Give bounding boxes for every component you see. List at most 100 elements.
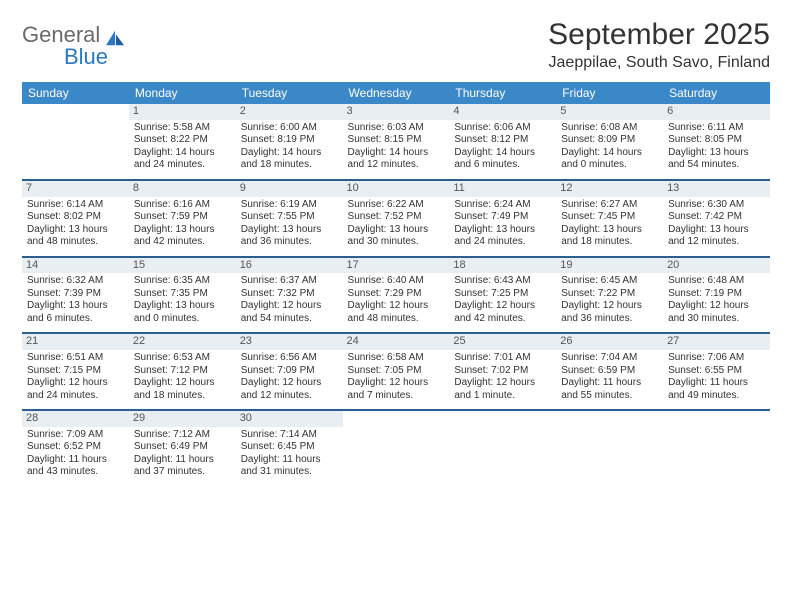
calendar-cell: 12Sunrise: 6:27 AMSunset: 7:45 PMDayligh… <box>556 180 663 257</box>
weekday-header: Thursday <box>449 82 556 104</box>
daylight-text: Daylight: 13 hours <box>241 224 338 237</box>
daylight-text: and 12 minutes. <box>241 390 338 403</box>
daylight-text: Daylight: 13 hours <box>668 224 765 237</box>
daylight-text: and 42 minutes. <box>134 236 231 249</box>
sunset-text: Sunset: 7:22 PM <box>561 288 658 301</box>
calendar-week-row: 1 Sunrise: 5:58 AMSunset: 8:22 PM Daylight… <box>22 104 770 180</box>
calendar-cell: 17Sunrise: 6:40 AMSunset: 7:29 PMDayligh… <box>343 257 450 334</box>
daylight-text: Daylight: 13 hours <box>27 300 124 313</box>
daylight-text: and 1 minute. <box>454 390 551 403</box>
calendar-cell: 22Sunrise: 6:53 AMSunset: 7:12 PMDayligh… <box>129 333 236 410</box>
calendar-table: Sunday Monday Tuesday Wednesday Thursday… <box>22 82 770 486</box>
calendar-cell: 9Sunrise: 6:19 AMSunset: 7:55 PMDaylight… <box>236 180 343 257</box>
daylight-text: Daylight: 12 hours <box>454 300 551 313</box>
sunrise-text: Sunrise: 5:58 AM <box>134 122 231 135</box>
daylight-text: Daylight: 12 hours <box>454 377 551 390</box>
weekday-header: Sunday <box>22 82 129 104</box>
calendar-cell: 21Sunrise: 6:51 AMSunset: 7:15 PMDayligh… <box>22 333 129 410</box>
calendar-cell: 16Sunrise: 6:37 AMSunset: 7:32 PMDayligh… <box>236 257 343 334</box>
calendar-week-row: 7Sunrise: 6:14 AMSunset: 8:02 PMDaylight… <box>22 180 770 257</box>
calendar-cell: 10Sunrise: 6:22 AMSunset: 7:52 PMDayligh… <box>343 180 450 257</box>
daylight-text: and 0 minutes. <box>134 313 231 326</box>
daylight-text: and 6 minutes. <box>27 313 124 326</box>
calendar-cell: 14Sunrise: 6:32 AMSunset: 7:39 PMDayligh… <box>22 257 129 334</box>
daylight-text: and 48 minutes. <box>348 313 445 326</box>
day-number: 3 <box>343 104 450 120</box>
sunset-text: Sunset: 8:19 PM <box>241 134 338 147</box>
title-block: September 2025 Jaeppilae, South Savo, Fi… <box>548 18 770 72</box>
sunset-text: Sunset: 7:49 PM <box>454 211 551 224</box>
sunrise-text: Sunrise: 6:51 AM <box>27 352 124 365</box>
daylight-text: Daylight: 13 hours <box>134 300 231 313</box>
daylight-text: Daylight: 11 hours <box>241 454 338 467</box>
daylight-text: and 18 minutes. <box>561 236 658 249</box>
sunrise-text: Sunrise: 6:32 AM <box>27 275 124 288</box>
day-number: 1 <box>129 104 236 120</box>
sunset-text: Sunset: 6:59 PM <box>561 365 658 378</box>
calendar-cell: 2Sunrise: 6:00 AMSunset: 8:19 PMDaylight… <box>236 104 343 180</box>
day-number: 25 <box>449 334 556 350</box>
calendar-cell: 8Sunrise: 6:16 AMSunset: 7:59 PMDaylight… <box>129 180 236 257</box>
sunset-text: Sunset: 8:15 PM <box>348 134 445 147</box>
calendar-week-row: 14Sunrise: 6:32 AMSunset: 7:39 PMDayligh… <box>22 257 770 334</box>
sunrise-text: Sunrise: 6:11 AM <box>668 122 765 135</box>
page: General Blue September 2025 Jaeppilae, S… <box>0 0 792 504</box>
sunrise-text: Sunrise: 7:06 AM <box>668 352 765 365</box>
sunrise-text: Sunrise: 6:48 AM <box>668 275 765 288</box>
calendar-cell: 20Sunrise: 6:48 AMSunset: 7:19 PMDayligh… <box>663 257 770 334</box>
day-number: 18 <box>449 258 556 274</box>
daylight-text: Daylight: 12 hours <box>241 300 338 313</box>
brand-logo: General Blue <box>22 18 126 70</box>
day-number: 2 <box>236 104 343 120</box>
daylight-text: Daylight: 14 hours <box>454 147 551 160</box>
day-number: 28 <box>22 411 129 427</box>
sunset-text: Sunset: 7:55 PM <box>241 211 338 224</box>
daylight-text: and 54 minutes. <box>668 159 765 172</box>
daylight-text: and 37 minutes. <box>134 466 231 479</box>
daylight-text: and 12 minutes. <box>668 236 765 249</box>
sunrise-text: Sunrise: 7:12 AM <box>134 429 231 442</box>
daylight-text: Daylight: 14 hours <box>561 147 658 160</box>
daylight-text: Daylight: 11 hours <box>134 454 231 467</box>
sunrise-text: Sunrise: 6:45 AM <box>561 275 658 288</box>
sunset-text: Sunset: 7:29 PM <box>348 288 445 301</box>
day-number: 23 <box>236 334 343 350</box>
page-subtitle: Jaeppilae, South Savo, Finland <box>548 54 770 72</box>
calendar-cell: 5Sunrise: 6:08 AMSunset: 8:09 PMDaylight… <box>556 104 663 180</box>
sunset-text: Sunset: 6:45 PM <box>241 441 338 454</box>
brand-word-2: Blue <box>64 44 126 70</box>
sunrise-text: Sunrise: 7:09 AM <box>27 429 124 442</box>
sunset-text: Sunset: 7:05 PM <box>348 365 445 378</box>
daylight-text: Daylight: 13 hours <box>668 147 765 160</box>
calendar-cell: 4Sunrise: 6:06 AMSunset: 8:12 PMDaylight… <box>449 104 556 180</box>
daylight-text: and 42 minutes. <box>454 313 551 326</box>
sunrise-text: Sunrise: 6:24 AM <box>454 199 551 212</box>
sunset-text: Sunset: 8:22 PM <box>134 134 231 147</box>
daylight-text: and 54 minutes. <box>241 313 338 326</box>
calendar-cell: 26Sunrise: 7:04 AMSunset: 6:59 PMDayligh… <box>556 333 663 410</box>
daylight-text: Daylight: 12 hours <box>348 300 445 313</box>
daylight-text: Daylight: 13 hours <box>134 224 231 237</box>
header: General Blue September 2025 Jaeppilae, S… <box>22 18 770 72</box>
sunrise-text: Sunrise: 6:37 AM <box>241 275 338 288</box>
daylight-text: Daylight: 13 hours <box>561 224 658 237</box>
sunrise-text: Sunrise: 6:27 AM <box>561 199 658 212</box>
day-number: 22 <box>129 334 236 350</box>
daylight-text: and 24 minutes. <box>134 159 231 172</box>
day-number: 30 <box>236 411 343 427</box>
calendar-cell: 27Sunrise: 7:06 AMSunset: 6:55 PMDayligh… <box>663 333 770 410</box>
sunrise-text: Sunrise: 6:30 AM <box>668 199 765 212</box>
sunset-text: Sunset: 6:55 PM <box>668 365 765 378</box>
calendar-cell: 18Sunrise: 6:43 AMSunset: 7:25 PMDayligh… <box>449 257 556 334</box>
calendar-header-row: Sunday Monday Tuesday Wednesday Thursday… <box>22 82 770 104</box>
sunset-text: Sunset: 7:42 PM <box>668 211 765 224</box>
day-number: 21 <box>22 334 129 350</box>
day-number: 24 <box>343 334 450 350</box>
calendar-week-row: 21Sunrise: 6:51 AMSunset: 7:15 PMDayligh… <box>22 333 770 410</box>
calendar-body: 1 Sunrise: 5:58 AMSunset: 8:22 PM Daylight… <box>22 104 770 486</box>
weekday-header: Saturday <box>663 82 770 104</box>
sunrise-text: Sunrise: 6:58 AM <box>348 352 445 365</box>
daylight-text: Daylight: 11 hours <box>668 377 765 390</box>
sunrise-text: Sunrise: 6:35 AM <box>134 275 231 288</box>
sunset-text: Sunset: 8:02 PM <box>27 211 124 224</box>
